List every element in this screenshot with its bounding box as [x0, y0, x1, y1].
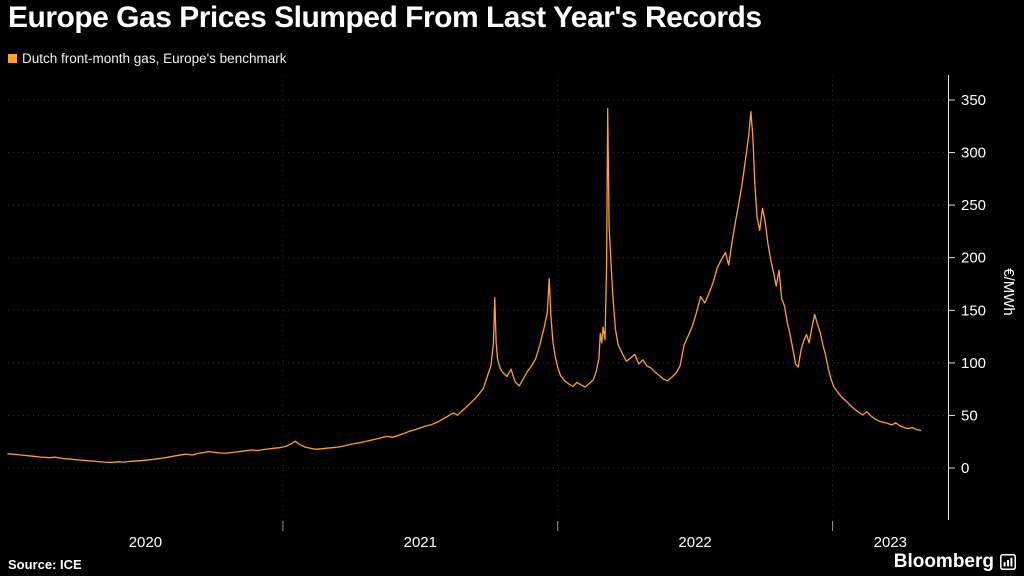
x-axis-year-label: 2022: [678, 534, 711, 551]
price-line: [7, 107, 922, 464]
bloomberg-wordmark: Bloomberg: [893, 551, 994, 572]
x-axis-year-label: 2020: [129, 534, 162, 551]
legend-label: Dutch front-month gas, Europe's benchmar…: [22, 51, 287, 66]
y-tick-label: 0: [961, 460, 969, 477]
bloomberg-logo: Bloomberg: [894, 551, 1016, 573]
chart-legend: Dutch front-month gas, Europe's benchmar…: [8, 51, 286, 66]
y-tick-label: 150: [961, 302, 986, 319]
x-axis-year-label: 2021: [404, 534, 437, 551]
source-note: Source: ICE: [8, 557, 82, 572]
legend-swatch-icon: [8, 54, 17, 63]
y-tick-label: 250: [961, 197, 986, 214]
y-tick-label: 50: [961, 407, 978, 424]
chart-title: Europe Gas Prices Slumped From Last Year…: [8, 1, 762, 34]
y-tick-label: 300: [961, 145, 986, 162]
y-tick-label: 100: [961, 355, 986, 372]
x-axis-year-label: 2023: [874, 534, 907, 551]
y-tick-label: 350: [961, 92, 986, 109]
bloomberg-chart-icon: [1000, 554, 1016, 570]
y-tick-label: 200: [961, 250, 986, 267]
y-axis-unit-label: €/MWh: [1000, 268, 1017, 316]
